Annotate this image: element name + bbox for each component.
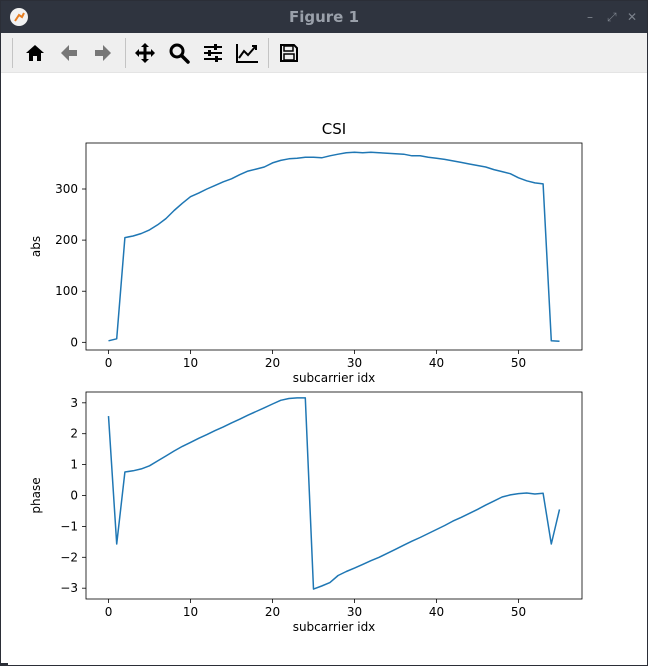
x-tick-label: 30 <box>347 605 362 619</box>
x-tick-label: 50 <box>511 356 526 370</box>
close-icon[interactable]: ✕ <box>627 10 638 24</box>
x-tick-label: 40 <box>429 605 444 619</box>
home-icon <box>26 45 44 61</box>
chart-title: CSI <box>322 120 346 138</box>
x-tick-label: 40 <box>429 356 444 370</box>
y-tick-label: 3 <box>70 396 78 410</box>
arrow-right-icon <box>95 45 111 61</box>
window-corner <box>0 663 8 666</box>
figure-canvas[interactable]: 0 10 20 30 40 50 0 100 200 300 subcarrier idx abs CS… <box>1 73 647 665</box>
back-button[interactable] <box>55 39 83 67</box>
title-bar[interactable]: Figure 1 – ⤢ ✕ <box>1 1 647 33</box>
y-tick-label: −1 <box>60 519 78 533</box>
x-tick-label: 0 <box>105 605 113 619</box>
toolbar-separator <box>268 38 269 68</box>
minimize-icon[interactable]: – <box>587 10 593 24</box>
y-tick-label: 100 <box>55 284 78 298</box>
y-tick-label: −2 <box>60 550 78 564</box>
line-chart-icon <box>236 44 258 63</box>
toolbar-separator <box>12 38 13 68</box>
axes-frame <box>85 142 583 351</box>
x-tick-label: 10 <box>183 605 198 619</box>
axes-button[interactable] <box>233 39 261 67</box>
y-tick-label: 300 <box>55 182 78 196</box>
y-axis-label: abs <box>29 236 43 257</box>
window-title: Figure 1 <box>288 8 360 26</box>
navigation-toolbar <box>1 33 647 73</box>
axes-2: 0 10 20 30 40 50 −3 −2 −1 0 1 2 3 subcarrier idx phase <box>29 391 583 634</box>
series-line <box>107 397 561 590</box>
app-icon <box>10 8 28 26</box>
y-tick-label: 0 <box>70 489 78 503</box>
subplots-button[interactable] <box>199 39 227 67</box>
x-axis-label: subcarrier idx <box>293 371 376 385</box>
y-tick-label: 0 <box>70 335 78 349</box>
maximize-icon[interactable]: ⤢ <box>607 10 617 24</box>
x-tick-label: 30 <box>347 356 362 370</box>
y-tick-label: 200 <box>55 233 78 247</box>
home-button[interactable] <box>21 39 49 67</box>
sliders-icon <box>204 44 222 62</box>
forward-button[interactable] <box>89 39 117 67</box>
y-tick-label: −3 <box>60 581 78 595</box>
magnifier-icon <box>169 43 190 64</box>
series-line <box>108 151 560 343</box>
x-tick-label: 50 <box>511 605 526 619</box>
toolbar-separator <box>125 38 126 68</box>
pan-button[interactable] <box>131 39 159 67</box>
axes-1: 0 10 20 30 40 50 0 100 200 300 subcarrier idx abs CS… <box>29 120 583 385</box>
x-tick-label: 10 <box>183 356 198 370</box>
x-tick-label: 0 <box>105 356 113 370</box>
move-icon <box>135 43 155 63</box>
zoom-button[interactable] <box>165 39 193 67</box>
x-tick-label: 20 <box>265 356 280 370</box>
arrow-left-icon <box>61 45 77 61</box>
y-tick-label: 1 <box>70 458 78 472</box>
floppy-disk-icon <box>280 44 298 62</box>
save-button[interactable] <box>275 39 303 67</box>
x-tick-label: 20 <box>265 605 280 619</box>
y-axis-label: phase <box>29 477 43 513</box>
x-axis-label: subcarrier idx <box>293 620 376 634</box>
y-tick-label: 2 <box>70 427 78 441</box>
